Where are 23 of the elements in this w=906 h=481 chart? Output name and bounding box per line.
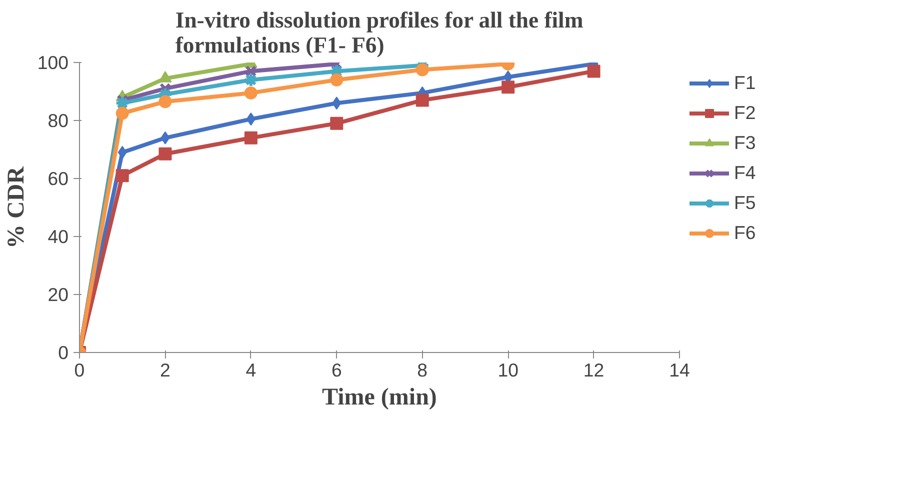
legend-label: F3	[734, 132, 756, 154]
x-tick-label: 12	[583, 360, 604, 380]
chart-title: In-vitro dissolution profiles for all the film formulations (F1- F6)	[175, 8, 584, 58]
legend-label: F4	[734, 162, 756, 184]
y-tick-label: 40	[48, 226, 69, 247]
y-tick-label: 80	[48, 110, 69, 131]
y-tick-label: 20	[48, 284, 69, 305]
x-axis-title: Time (min)	[322, 384, 437, 410]
legend-label: F2	[734, 102, 756, 124]
x-tick-label: 8	[417, 360, 428, 380]
y-tick-label: 100	[37, 52, 69, 73]
x-tick-label: 4	[246, 360, 256, 380]
legend-label: F1	[734, 72, 756, 94]
legend-label: F5	[734, 192, 756, 214]
x-tick-label: 2	[160, 360, 170, 380]
legend-label: F6	[734, 222, 756, 244]
y-tick-label: 0	[58, 342, 69, 363]
y-axis-title: % CDR	[3, 166, 30, 248]
x-tick-label: 10	[498, 360, 518, 380]
y-tick-label: 60	[48, 168, 69, 189]
x-tick-label: 0	[74, 360, 85, 380]
x-tick-label: 6	[331, 360, 342, 380]
x-tick-label: 14	[669, 360, 690, 380]
